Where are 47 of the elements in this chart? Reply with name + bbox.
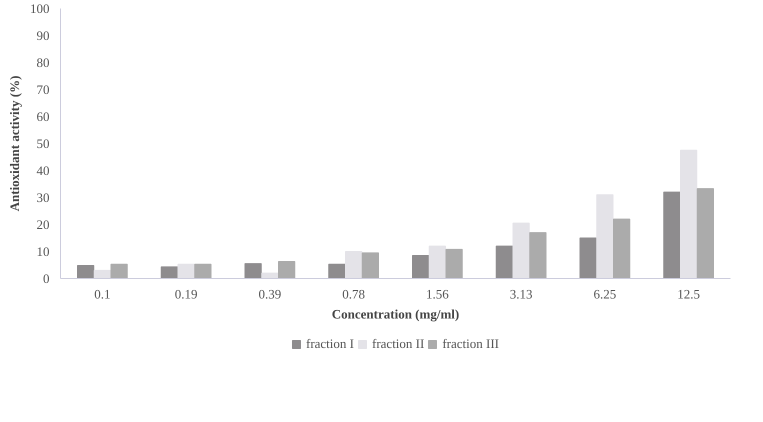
bar (77, 265, 94, 278)
x-tick-label: 1.56 (426, 286, 450, 302)
x-tick-label: 0.39 (258, 286, 282, 302)
x-axis-title: Concentration (mg/ml) (332, 306, 460, 322)
legend-label: fraction II (372, 336, 424, 352)
bar (696, 188, 714, 278)
y-tick-label: 10 (36, 244, 50, 259)
legend-label: fraction III (442, 336, 500, 352)
bar (680, 150, 698, 278)
x-tick-label: 3.13 (510, 286, 532, 302)
bar (446, 248, 463, 278)
bar (194, 264, 212, 278)
bar (328, 264, 346, 278)
bar (110, 264, 128, 278)
x-tick-label: 0.19 (174, 286, 198, 302)
y-tick-label: 0 (43, 271, 50, 286)
bar (529, 232, 546, 278)
y-tick-label: 100 (30, 1, 50, 16)
bar (362, 252, 379, 278)
bar (244, 263, 262, 278)
bar (512, 222, 530, 278)
y-tick-label: 80 (36, 55, 50, 70)
bar (412, 255, 430, 278)
x-tick-label: 0.1 (94, 286, 110, 302)
x-tick-label: 12.5 (677, 286, 700, 302)
y-tick-label: 50 (36, 136, 50, 151)
bar (580, 238, 597, 278)
y-tick-label: 20 (36, 217, 50, 232)
y-tick-label: 40 (36, 163, 50, 178)
bar (261, 272, 278, 278)
y-axis-title: Antioxidant activity (%) (7, 76, 22, 212)
legend-label: fraction I (306, 336, 354, 352)
bar (496, 246, 513, 278)
bar (278, 260, 296, 278)
y-tick-label: 60 (36, 109, 50, 124)
bar (160, 266, 178, 278)
bar (613, 218, 630, 278)
bar (596, 194, 614, 278)
y-tick-label: 30 (36, 190, 50, 205)
bar (178, 264, 195, 278)
x-tick-label: 0.78 (342, 286, 365, 302)
bar (345, 251, 362, 278)
bar (428, 246, 446, 278)
x-tick-label: 6.25 (594, 286, 616, 302)
y-tick-label: 90 (36, 28, 50, 43)
y-tick-label: 70 (36, 82, 50, 97)
bar (663, 192, 680, 278)
